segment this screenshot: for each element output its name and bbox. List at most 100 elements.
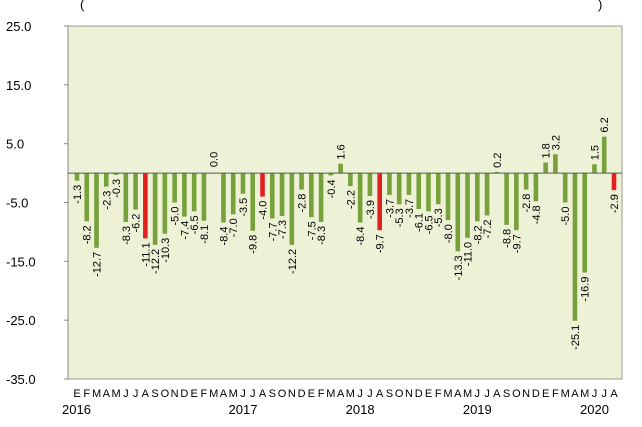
month-label: A [103, 388, 111, 400]
month-label: J [357, 388, 363, 400]
year-label: 2019 [463, 402, 492, 417]
y-tick-label: -15.0 [6, 254, 36, 269]
month-label: A [337, 388, 345, 400]
bar [270, 173, 275, 218]
value-label: 1.6 [336, 144, 348, 159]
month-label: N [522, 388, 530, 400]
month-label: F [201, 388, 208, 400]
bar [163, 173, 168, 234]
month-label: F [552, 388, 559, 400]
bar [573, 173, 578, 321]
value-label: -5.0 [560, 207, 572, 226]
value-label: 3.2 [550, 135, 562, 150]
bar [143, 173, 148, 238]
y-tick-label: -35.0 [6, 372, 36, 387]
bar [563, 173, 568, 202]
month-label: A [376, 388, 384, 400]
bar [182, 173, 187, 217]
month-label: F [435, 388, 442, 400]
month-label: O [278, 388, 287, 400]
month-label: S [269, 388, 276, 400]
value-label: -4.0 [258, 201, 270, 220]
bar [602, 137, 607, 173]
value-label: 1.5 [589, 145, 601, 160]
bar [485, 173, 490, 215]
bar [202, 173, 207, 221]
value-label: -2.9 [609, 194, 621, 213]
value-label: -12.7 [92, 252, 104, 277]
month-label: N [288, 388, 296, 400]
bar [231, 173, 236, 214]
value-label: -1.3 [72, 185, 84, 204]
header-fragment-left: ( [80, 0, 85, 12]
bar [250, 173, 255, 231]
month-label: M [463, 388, 472, 400]
bar [133, 173, 138, 209]
month-label: M [443, 388, 452, 400]
value-label: -6.2 [131, 214, 143, 233]
bar [465, 173, 470, 238]
bar [368, 173, 373, 196]
bar [338, 164, 343, 173]
value-label: -9.7 [375, 234, 387, 253]
value-label: 0.0 [209, 152, 221, 167]
value-label: 0.2 [492, 153, 504, 168]
month-label: D [415, 388, 423, 400]
bar [192, 173, 197, 211]
value-label: -7.0 [228, 218, 240, 237]
bar [436, 173, 441, 204]
month-label: A [454, 388, 462, 400]
y-axis-ticks: 25.015.05.0-5.0-15.0-25.0-35.0 [6, 19, 68, 387]
bar [104, 173, 109, 187]
month-label: F [83, 388, 90, 400]
bar [504, 173, 509, 225]
month-label: A [259, 388, 267, 400]
year-label: 2018 [346, 402, 375, 417]
bar [75, 173, 80, 181]
value-label: -2.8 [297, 194, 309, 213]
month-label: D [298, 388, 306, 400]
bar [426, 173, 431, 211]
bar [280, 173, 285, 216]
month-label: J [367, 388, 373, 400]
bar [514, 173, 519, 230]
value-label: -7.2 [482, 219, 494, 238]
month-label: J [484, 388, 490, 400]
month-label: M [326, 388, 335, 400]
bar [172, 173, 177, 202]
value-label: -8.1 [199, 225, 211, 244]
y-tick-label: 5.0 [6, 137, 24, 152]
month-label: J [592, 388, 598, 400]
value-label: -3.5 [238, 198, 250, 217]
value-label: -2.2 [345, 190, 357, 209]
month-label: J [250, 388, 256, 400]
month-label: A [610, 388, 618, 400]
bar [475, 173, 480, 221]
month-label: E [542, 388, 549, 400]
value-label: -7.3 [277, 220, 289, 239]
month-label: E [190, 388, 197, 400]
year-label: 2020 [580, 402, 609, 417]
value-label: -8.4 [355, 227, 367, 246]
bar [358, 173, 363, 222]
value-label: -9.7 [511, 234, 523, 253]
year-label: 2016 [62, 402, 91, 417]
month-label: M [229, 388, 238, 400]
month-label: O [512, 388, 521, 400]
value-label: -11.0 [463, 242, 475, 266]
month-label: N [405, 388, 413, 400]
month-label: M [561, 388, 570, 400]
month-label: N [171, 388, 179, 400]
y-tick-label: -5.0 [6, 196, 28, 211]
value-label: -8.0 [443, 224, 455, 243]
bar [153, 173, 158, 245]
bar [446, 173, 451, 220]
bar [407, 173, 412, 195]
month-label: O [395, 388, 404, 400]
month-label: F [318, 388, 325, 400]
bar [582, 173, 587, 272]
bar [416, 173, 421, 209]
y-tick-label: 15.0 [6, 78, 31, 93]
